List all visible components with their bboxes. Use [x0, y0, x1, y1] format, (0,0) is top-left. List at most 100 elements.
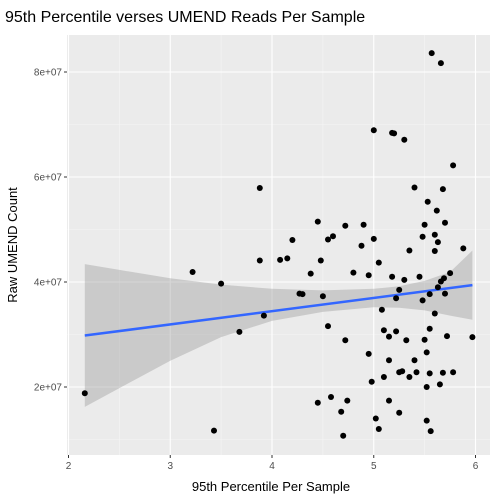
data-point — [342, 337, 349, 344]
x-tick-label: 5 — [371, 461, 377, 472]
confidence-band — [84, 250, 473, 407]
data-point — [439, 369, 446, 376]
data-point — [419, 233, 426, 240]
data-point — [421, 336, 428, 343]
data-point — [368, 378, 375, 385]
data-point — [344, 397, 351, 404]
data-point — [307, 270, 314, 277]
data-point — [426, 370, 433, 377]
data-point — [391, 130, 398, 137]
data-point — [236, 328, 243, 335]
data-point — [378, 306, 385, 313]
data-point — [389, 273, 396, 280]
data-point — [380, 327, 387, 334]
data-point — [406, 247, 413, 254]
data-point — [314, 399, 321, 406]
data-point — [396, 409, 403, 416]
data-point — [441, 275, 447, 282]
data-point — [340, 432, 347, 439]
data-point — [350, 269, 357, 276]
fit-line — [84, 283, 473, 337]
data-point — [358, 242, 365, 249]
data-point — [365, 350, 372, 357]
data-point — [386, 333, 392, 340]
data-point — [401, 136, 408, 143]
data-point — [211, 427, 217, 434]
x-tick-label: 3 — [167, 461, 173, 472]
data-point — [434, 284, 441, 291]
x-tick-label: 2 — [66, 461, 72, 472]
confidence-band-layer — [84, 250, 473, 407]
data-point — [469, 334, 476, 341]
data-point — [319, 293, 326, 300]
data-point — [424, 198, 431, 205]
data-point — [360, 221, 367, 228]
y-axis-title: Raw UMEND Count — [5, 187, 20, 303]
data-point — [338, 408, 345, 415]
data-point — [411, 357, 418, 364]
major-gridlines — [67, 35, 490, 455]
data-point — [317, 257, 324, 264]
data-point — [436, 381, 443, 388]
data-point — [450, 369, 457, 376]
data-point — [396, 286, 403, 293]
data-point — [416, 273, 423, 280]
data-point — [284, 255, 291, 262]
y-tick-label: 4e+07 — [34, 278, 63, 289]
data-point — [423, 417, 430, 424]
data-point — [299, 291, 306, 298]
y-tick-label: 6e+07 — [34, 173, 63, 184]
data-point — [421, 221, 428, 228]
data-point — [330, 233, 336, 240]
data-point — [375, 426, 382, 432]
data-point — [431, 310, 438, 317]
data-point — [375, 259, 382, 266]
data-point — [450, 162, 457, 169]
data-point — [460, 245, 467, 252]
plot-panel — [67, 35, 490, 455]
data-point — [342, 222, 349, 229]
data-point — [365, 272, 372, 279]
data-point — [386, 397, 392, 404]
data-point — [447, 270, 454, 277]
data-point — [426, 291, 433, 298]
data-point — [423, 349, 430, 356]
data-point — [256, 257, 263, 264]
minor-gridlines — [67, 35, 490, 455]
data-point — [81, 390, 88, 397]
data-point — [370, 235, 377, 242]
chart-title: 95th Percentile verses UMEND Reads Per S… — [5, 9, 365, 26]
y-tick-label: 2e+07 — [34, 383, 63, 394]
data-point — [386, 357, 392, 364]
data-point — [218, 280, 225, 287]
points-layer — [81, 50, 476, 439]
data-point — [314, 218, 321, 225]
data-point — [428, 50, 435, 57]
data-point — [433, 207, 440, 214]
data-point — [401, 276, 408, 283]
data-point — [325, 236, 331, 243]
data-point — [427, 428, 434, 435]
data-point — [413, 369, 420, 376]
data-point — [393, 295, 400, 302]
data-point — [406, 374, 413, 380]
data-point — [328, 394, 334, 400]
data-point — [277, 256, 284, 263]
data-point — [289, 237, 296, 243]
y-tick-label: 8e+07 — [34, 68, 63, 79]
data-point — [372, 415, 379, 422]
data-point — [439, 186, 446, 193]
data-point — [393, 328, 400, 335]
data-point — [325, 323, 331, 330]
data-point — [256, 185, 263, 191]
data-point — [370, 127, 377, 134]
data-point — [260, 312, 267, 319]
data-point — [403, 337, 410, 344]
data-point — [189, 269, 196, 275]
y-axis-ticks: 2e+07 4e+07 6e+07 8e+07 — [34, 68, 67, 394]
data-point — [444, 333, 450, 340]
x-axis-title: 95th Percentile Per Sample — [192, 479, 350, 494]
data-point — [380, 374, 387, 380]
data-point — [411, 184, 418, 191]
